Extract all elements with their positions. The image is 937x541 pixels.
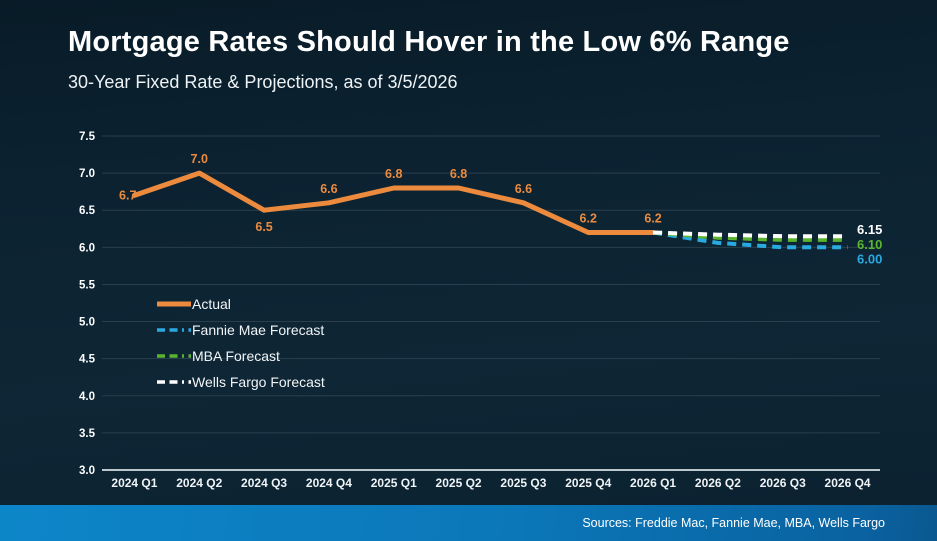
y-axis-tick: 6.0: [79, 242, 95, 254]
legend-line-sample-actual: [157, 301, 191, 307]
x-axis-tick: 2025 Q3: [500, 476, 546, 490]
legend-item-mba: MBA Forecast: [157, 343, 325, 369]
series-line-actual: [131, 170, 656, 235]
chart-title: Mortgage Rates Should Hover in the Low 6…: [68, 26, 790, 58]
x-axis-tick: 2025 Q4: [565, 476, 611, 490]
point-label-actual: 6.5: [255, 220, 272, 234]
x-axis-tick: 2026 Q2: [695, 476, 741, 490]
y-axis-tick: 7.5: [79, 131, 96, 143]
series-line-fannie: [652, 230, 848, 250]
x-axis-tick: 2024 Q3: [241, 476, 287, 490]
x-axis-tick: 2024 Q1: [111, 476, 157, 490]
point-label-actual: 6.8: [450, 167, 467, 181]
y-axis-tick: 3.5: [79, 428, 96, 440]
legend-line-sample-mba: [157, 354, 191, 358]
chart-canvas: 7.5 7.0 6.5 6.0 5.5 5.0 4.5 4.0 3.5 3.0 2024 Q1 202…: [79, 131, 882, 490]
x-axis-tick: 2025 Q1: [371, 476, 417, 490]
chart-subtitle: 30-Year Fixed Rate & Projections, as of …: [68, 72, 458, 92]
y-axis-tick: 3.0: [79, 465, 95, 477]
series-line-wells: [653, 230, 848, 239]
point-label-actual: 6.7: [119, 188, 136, 202]
legend-item-wells: Wells Fargo Forecast: [157, 369, 325, 395]
point-label-actual: 6.8: [385, 167, 402, 181]
legend: Actual Fannie Mae Forecast MBA Forecast Wel…: [157, 291, 325, 395]
sources-text: Sources: Freddie Mac, Fannie Mae, MBA, W…: [582, 516, 885, 530]
end-label-mba: 6.10: [857, 237, 882, 252]
x-axis-tick: 2024 Q2: [176, 476, 222, 490]
y-axis-tick: 7.0: [79, 168, 95, 180]
legend-label-actual: Actual: [192, 296, 231, 312]
point-label-actual: 6.2: [644, 211, 661, 225]
x-axis-tick: 2026 Q3: [760, 476, 806, 490]
point-label-actual: 6.6: [515, 182, 532, 196]
y-axis-tick: 4.0: [79, 391, 95, 403]
y-axis-tick: 5.0: [79, 317, 95, 329]
legend-label-fannie: Fannie Mae Forecast: [192, 322, 325, 338]
legend-item-fannie: Fannie Mae Forecast: [157, 317, 325, 343]
legend-label-wells: Wells Fargo Forecast: [192, 374, 325, 390]
point-label-actual: 6.6: [320, 182, 337, 196]
x-axis-tick: 2025 Q2: [436, 476, 482, 490]
point-label-actual: 6.2: [580, 211, 597, 225]
end-label-wells: 6.15: [857, 222, 882, 237]
x-axis-tick: 2026 Q1: [630, 476, 676, 490]
legend-item-actual: Actual: [157, 291, 325, 317]
x-axis-tick: 2026 Q4: [825, 476, 871, 490]
legend-label-mba: MBA Forecast: [192, 348, 280, 364]
y-axis-tick: 5.5: [79, 279, 96, 291]
y-axis-tick: 6.5: [79, 205, 96, 217]
y-axis-tick: 4.5: [79, 354, 96, 366]
legend-line-sample-wells: [157, 380, 191, 384]
end-label-fannie: 6.00: [857, 251, 882, 266]
point-label-actual: 7.0: [191, 152, 208, 166]
source-bar: Sources: Freddie Mac, Fannie Mae, MBA, W…: [0, 505, 937, 541]
legend-line-sample-fannie: [157, 328, 191, 332]
x-axis-tick: 2024 Q4: [306, 476, 352, 490]
